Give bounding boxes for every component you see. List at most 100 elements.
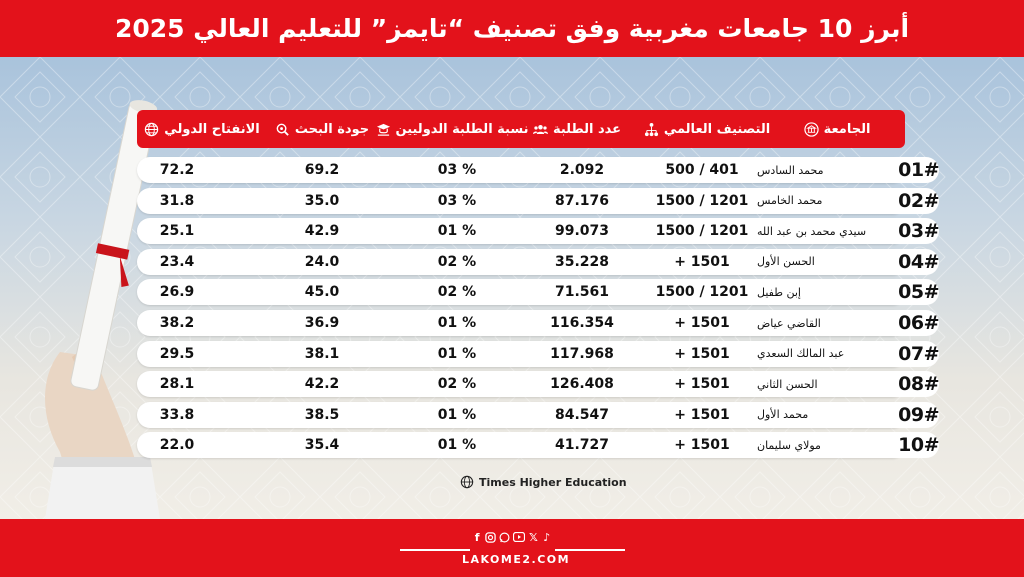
header-intl-outlook: الانفتاح الدولي <box>142 110 262 148</box>
university-name: الحسن الأول <box>757 255 815 269</box>
title-bar: أبرز 10 جامعات مغربية وفق تصنيف “تايمز” … <box>0 0 1024 57</box>
row-background <box>137 432 905 459</box>
intl-outlook-value: 72.2 <box>159 162 195 178</box>
students-value: 99.073 <box>554 223 610 240</box>
header-world-rank: التصنيف العالمي <box>637 110 777 148</box>
footer-divider-left <box>400 549 470 551</box>
students-value: 117.968 <box>550 345 614 362</box>
research-value: 38.5 <box>304 406 340 423</box>
intl-outlook-value: 22.0 <box>159 437 195 454</box>
university-name: عبد المالك السعدي <box>757 347 845 361</box>
row-background <box>137 248 905 275</box>
intl-students-value: 01 % <box>437 315 477 331</box>
graduate-icon <box>376 123 390 136</box>
facebook-icon[interactable]: f <box>474 530 480 544</box>
rank-number: 07# <box>898 342 939 365</box>
university-name: سيدي محمد بن عبد الله <box>757 224 867 238</box>
rank-tab <box>887 310 939 336</box>
table-row: 02# محمد الخامس 1500 / 1201 87.176 03 % 35.0 3… <box>137 187 940 214</box>
table-row: 09# محمد الأول + 1501 84.547 01 % 38.5 33.8 <box>137 401 940 428</box>
university-name: إبن طفيل <box>757 285 801 299</box>
students-value: 84.547 <box>554 406 610 423</box>
social-icons: f 𝕏 ♪ <box>472 527 552 547</box>
intl-outlook-value: 23.4 <box>159 253 195 270</box>
rank-tab <box>887 157 939 183</box>
rank-number: 08# <box>898 373 939 396</box>
world-rank-value: 1500 / 1201 <box>655 192 749 209</box>
world-rank-value: 500 / 401 <box>665 162 739 178</box>
table-row: 05# إبن طفيل 1500 / 1201 71.561 02 % 45.0 26.9 <box>137 279 940 306</box>
header-students-label: عدد الطلبة <box>552 121 622 137</box>
university-name: الحسن الثاني <box>757 377 818 391</box>
rank-tab <box>887 371 939 398</box>
students-value: 87.176 <box>554 192 610 209</box>
rank-tab <box>887 432 939 459</box>
intl-outlook-value: 26.9 <box>159 284 195 301</box>
main-panel: الجامعة التصنيف العالمي عدد الطلبة نسبة … <box>0 57 1024 519</box>
university-name: محمد السادس <box>757 163 824 177</box>
instagram-icon[interactable] <box>485 531 497 543</box>
rank-number: 09# <box>898 403 939 426</box>
university-name: مولاي سليمان <box>757 438 821 452</box>
research-value: 38.1 <box>304 345 340 362</box>
header-world-rank-label: التصنيف العالمي <box>663 121 771 137</box>
rank-number: 04# <box>898 250 939 273</box>
world-rank-value: 1500 / 1201 <box>655 284 749 301</box>
rank-tab <box>887 401 939 428</box>
research-value: 24.0 <box>304 253 340 270</box>
intl-outlook-value: 33.8 <box>159 406 195 423</box>
row-background <box>137 187 905 214</box>
footer-divider-right <box>555 549 625 551</box>
row-background <box>137 310 905 336</box>
students-value: 126.408 <box>550 376 614 393</box>
rank-tab <box>887 218 939 245</box>
table-row: 08# الحسن الثاني + 1501 126.408 02 % 42.2 28.1 <box>137 371 940 398</box>
diploma-hand-illustration <box>45 100 160 519</box>
research-value: 45.0 <box>304 284 340 301</box>
world-rank-value: + 1501 <box>674 253 730 270</box>
world-rank-value: + 1501 <box>674 315 730 331</box>
intl-outlook-value: 38.2 <box>159 315 195 331</box>
source-label: Times Higher Education <box>479 475 627 489</box>
university-name: القاضي عياض <box>757 316 821 330</box>
world-rank-value: + 1501 <box>674 376 730 393</box>
tiktok-icon[interactable]: ♪ <box>543 530 551 544</box>
table-row: 04# الحسن الأول + 1501 35.228 02 % 24.0 23.4 <box>137 248 940 275</box>
intl-outlook-value: 31.8 <box>159 192 195 209</box>
whatsapp-icon[interactable] <box>499 531 510 543</box>
table-row: 10# مولاي سليمان + 1501 41.727 01 % 35.4 22.0 <box>137 432 940 459</box>
row-background <box>137 279 905 306</box>
world-rank-value: 1500 / 1201 <box>655 223 749 240</box>
x-icon[interactable]: 𝕏 <box>529 530 538 544</box>
globe-icon <box>145 122 159 136</box>
research-value: 69.2 <box>304 162 340 178</box>
header-research: جودة البحث <box>267 110 377 148</box>
students-value: 41.727 <box>554 437 610 454</box>
header-intl-students: نسبة الطلبة الدوليين <box>376 110 528 148</box>
rank-tab <box>887 187 939 214</box>
rank-number: 03# <box>898 220 939 243</box>
website-url[interactable]: LAKOME2.COM <box>462 553 571 566</box>
row-background <box>137 371 905 398</box>
intl-outlook-value: 28.1 <box>159 376 195 393</box>
research-value: 35.0 <box>304 192 340 209</box>
header-students: عدد الطلبة <box>517 110 637 148</box>
rank-number: 01# <box>898 159 939 181</box>
table-row: 03# سيدي محمد بن عبد الله 1500 / 1201 99.07… <box>137 218 940 245</box>
research-value: 36.9 <box>304 315 340 331</box>
source-credit: Times Higher Education <box>460 474 627 490</box>
university-name: محمد الأول <box>757 408 809 422</box>
research-icon <box>276 123 289 136</box>
page-title: أبرز 10 جامعات مغربية وفق تصنيف “تايمز” … <box>114 14 910 43</box>
rank-tab <box>887 279 939 306</box>
world-rank-value: + 1501 <box>674 437 730 454</box>
row-background <box>137 157 905 183</box>
students-value: 116.354 <box>550 315 614 331</box>
header-intl-outlook-label: الانفتاح الدولي <box>164 121 260 137</box>
intl-students-value: 01 % <box>437 406 477 423</box>
youtube-icon[interactable] <box>513 531 526 543</box>
rank-number: 06# <box>898 312 939 334</box>
intl-students-value: 01 % <box>437 345 477 362</box>
students-value: 71.561 <box>554 284 610 301</box>
world-rank-value: + 1501 <box>674 406 730 423</box>
